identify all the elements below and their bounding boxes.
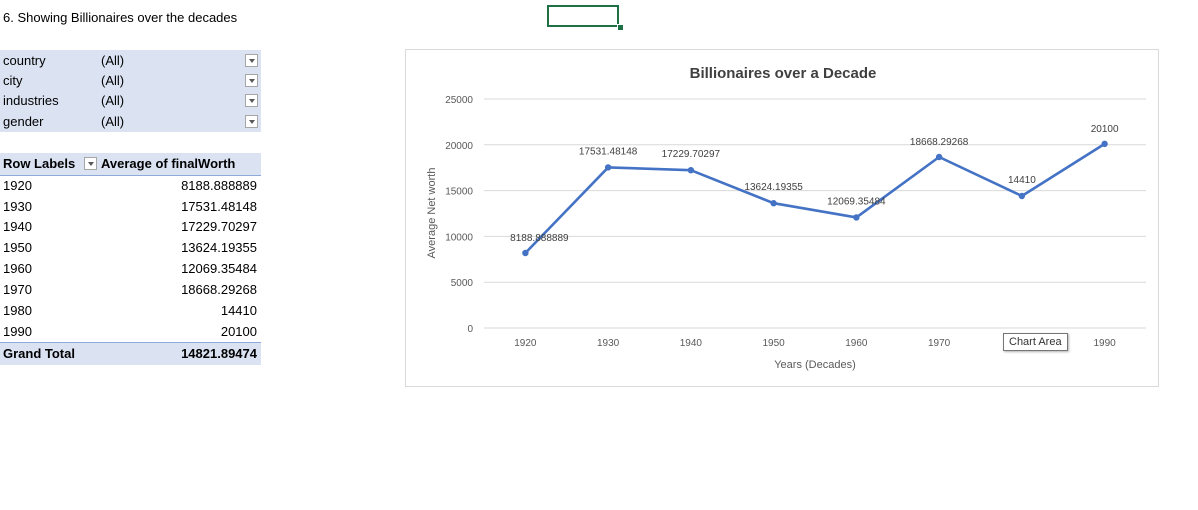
filter-dropdown-icon[interactable]	[245, 94, 258, 107]
pivot-row-label: 1940	[3, 219, 32, 234]
pivot-row[interactable]: 1950 13624.19355	[0, 238, 261, 258]
grand-total-label: Grand Total	[3, 346, 75, 361]
filter-dropdown-icon[interactable]	[245, 54, 258, 67]
pivot-row-value: 18668.29268	[181, 282, 257, 297]
pivot-row-value: 14410	[220, 303, 257, 318]
data-label: 17531.48148	[579, 146, 638, 157]
grand-total-row[interactable]: Grand Total 14821.89474	[0, 342, 261, 365]
data-point	[770, 200, 777, 207]
pivot-row-value: 13624.19355	[181, 240, 257, 255]
pivot-row[interactable]: 1930 17531.48148	[0, 197, 261, 217]
x-tick-label: 1930	[597, 338, 620, 349]
data-point	[853, 214, 860, 221]
line-chart: Billionaires over a Decade 0 5000 10000 1500…	[426, 65, 1146, 371]
y-axis-title: Average Net worth	[426, 168, 438, 259]
x-tick-label: 1960	[845, 338, 868, 349]
row-labels-header: Row Labels	[3, 156, 76, 171]
data-label: 13624.19355	[744, 182, 803, 193]
data-point	[604, 164, 612, 171]
x-tick-label: 1950	[763, 338, 786, 349]
x-tick-label: 1990	[1094, 338, 1117, 349]
x-axis-title: Years (Decades)	[774, 359, 856, 371]
filter-label: industries	[3, 93, 59, 108]
pivot-row[interactable]: 1990 20100	[0, 322, 261, 342]
pivot-row-label: 1930	[3, 199, 32, 214]
y-tick-label: 0	[467, 324, 473, 335]
filter-dropdown-icon[interactable]	[245, 74, 258, 87]
pivot-row-value: 12069.35484	[181, 261, 257, 276]
pivot-row-label: 1990	[3, 324, 32, 339]
y-tick-label: 20000	[445, 141, 473, 152]
pivot-row[interactable]: 1970 18668.29268	[0, 280, 261, 300]
pivot-row-label: 1980	[3, 303, 32, 318]
data-label: 18668.29268	[910, 137, 969, 148]
pivot-row-value: 8188.888889	[181, 178, 257, 193]
pivot-row-value: 20100	[220, 324, 257, 339]
pivot-row[interactable]: 1960 12069.35484	[0, 259, 261, 279]
pivot-row-label: 1950	[3, 240, 32, 255]
chart-area[interactable]: Billionaires over a Decade 0 5000 10000 1500…	[405, 49, 1159, 387]
y-tick-label: 5000	[451, 278, 474, 289]
filter-row-city: city (All)	[0, 71, 261, 91]
data-point	[1101, 140, 1108, 148]
data-point	[687, 166, 695, 174]
value-header: Average of finalWorth	[101, 156, 236, 171]
data-label: 12069.35484	[827, 196, 886, 207]
fill-handle[interactable]	[617, 24, 624, 31]
data-label: 8188.888889	[510, 233, 569, 244]
pivot-row[interactable]: 1940 17229.70297	[0, 217, 261, 237]
grand-total-value: 14821.89474	[181, 346, 257, 361]
data-point	[935, 153, 943, 161]
data-label: 20100	[1091, 124, 1119, 135]
filter-value: (All)	[101, 114, 125, 129]
pivot-row[interactable]: 1920 8188.888889	[0, 176, 261, 196]
filter-row-industries: industries (All)	[0, 91, 261, 111]
y-tick-label: 25000	[445, 95, 473, 106]
filter-row-country: country (All)	[0, 51, 261, 71]
pivot-header: Row Labels Average of finalWorth	[0, 153, 261, 176]
filter-value: (All)	[101, 73, 125, 88]
y-tick-label: 15000	[445, 187, 473, 198]
filter-label: city	[3, 73, 23, 88]
filter-value: (All)	[101, 53, 125, 68]
filter-dropdown-icon[interactable]	[245, 115, 258, 128]
pivot-row-label: 1920	[3, 178, 32, 193]
data-point	[1018, 192, 1026, 200]
y-tick-label: 10000	[445, 232, 473, 243]
pivot-row-label: 1970	[3, 282, 32, 297]
x-tick-label: 1920	[514, 338, 537, 349]
pivot-filters: country (All) city (All) industries (All…	[0, 50, 261, 132]
pivot-row[interactable]: 1980 14410	[0, 301, 261, 321]
filter-label: country	[3, 53, 46, 68]
pivot-row-label: 1960	[3, 261, 32, 276]
filter-row-gender: gender (All)	[0, 112, 261, 132]
chart-tooltip: Chart Area	[1003, 333, 1068, 351]
filter-value: (All)	[101, 93, 125, 108]
data-label: 17229.70297	[662, 149, 721, 160]
x-tick-label: 1940	[680, 338, 703, 349]
data-label: 14410	[1008, 175, 1036, 186]
selected-cell[interactable]	[547, 5, 619, 27]
pivot-row-value: 17229.70297	[181, 219, 257, 234]
chart-title: Billionaires over a Decade	[690, 65, 877, 82]
x-tick-label: 1970	[928, 338, 951, 349]
row-labels-dropdown-icon[interactable]	[84, 157, 97, 170]
series-line	[524, 142, 1106, 254]
data-point	[522, 249, 529, 257]
pivot-row-value: 17531.48148	[181, 199, 257, 214]
sheet-title: 6. Showing Billionaires over the decades	[3, 10, 238, 25]
filter-label: gender	[3, 114, 44, 129]
